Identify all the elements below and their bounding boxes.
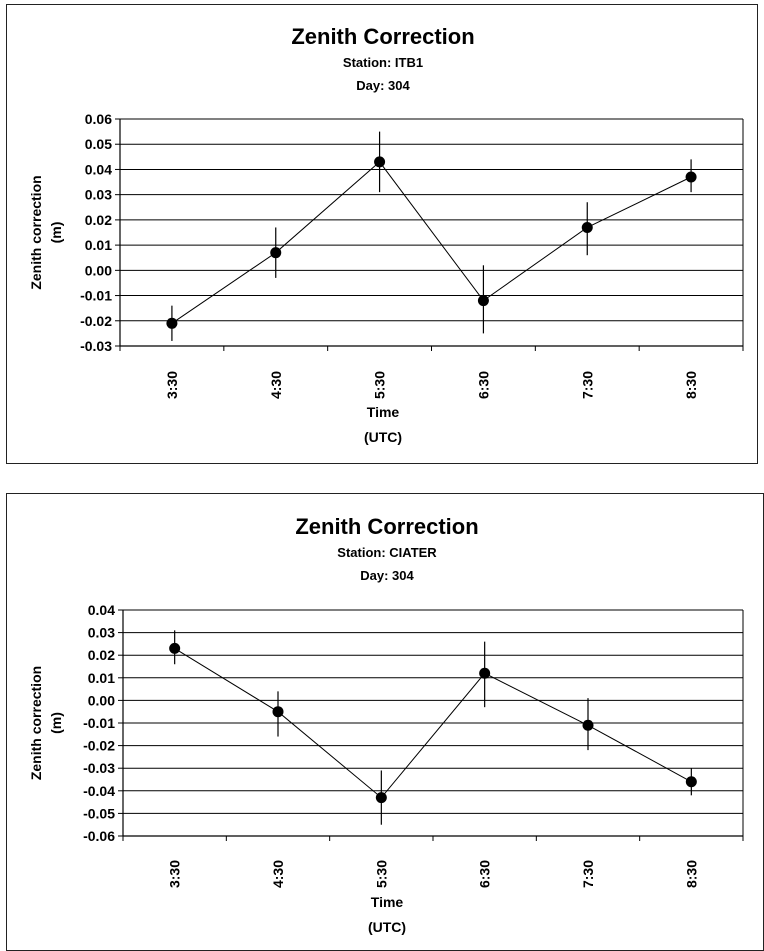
chart-title: Zenith Correction xyxy=(291,24,474,49)
y-axis-unit: (m) xyxy=(48,222,64,244)
x-axis-unit: (UTC) xyxy=(368,919,406,935)
y-tick-label: 0.06 xyxy=(85,111,112,127)
y-tick-label: -0.04 xyxy=(83,783,115,799)
chart-subtitle-day: Day: 304 xyxy=(360,568,414,583)
data-point xyxy=(166,317,178,329)
chart-title: Zenith Correction xyxy=(295,514,478,539)
chart-panel-ciater: Zenith Correction Station: CIATER Day: 304… xyxy=(6,493,764,951)
y-tick-label: 0.04 xyxy=(85,161,112,177)
chart-ciater: Zenith Correction Station: CIATER Day: 304… xyxy=(28,514,744,935)
data-point xyxy=(685,776,697,788)
y-tick-label: -0.01 xyxy=(83,715,115,731)
data-point xyxy=(374,156,386,168)
data-point xyxy=(375,792,387,804)
chart-itb1: Zenith Correction Station: ITB1 Day: 304 -0… xyxy=(28,24,744,445)
y-tick-label: 0.03 xyxy=(88,625,115,641)
y-tick-label: -0.06 xyxy=(83,828,115,844)
data-point xyxy=(270,247,282,259)
chart-subtitle-station: Station: CIATER xyxy=(337,545,437,560)
x-axis-unit: (UTC) xyxy=(364,429,402,445)
y-tick-label: -0.03 xyxy=(80,338,112,354)
y-tick-label: 0.00 xyxy=(88,692,115,708)
y-axis-title: Zenith correction xyxy=(28,175,44,289)
x-tick-label: 4:30 xyxy=(268,371,284,399)
x-tick-label: 4:30 xyxy=(270,860,286,888)
x-tick-label: 6:30 xyxy=(477,860,493,888)
y-tick-label: 0.01 xyxy=(85,237,112,253)
y-tick-label: -0.05 xyxy=(83,805,115,821)
y-tick-label: -0.03 xyxy=(83,760,115,776)
x-tick-label: 7:30 xyxy=(579,371,595,399)
series-line xyxy=(174,647,692,799)
y-tick-label: 0.02 xyxy=(88,647,115,663)
data-point xyxy=(685,171,697,183)
x-tick-label: 8:30 xyxy=(683,860,699,888)
y-axis-unit: (m) xyxy=(48,712,64,734)
data-point xyxy=(582,719,594,731)
x-tick-label: 3:30 xyxy=(167,860,183,888)
y-tick-label: 0.03 xyxy=(85,187,112,203)
x-tick-label: 5:30 xyxy=(373,860,389,888)
y-tick-label: -0.02 xyxy=(80,313,112,329)
data-point xyxy=(477,295,489,307)
data-point xyxy=(581,221,593,233)
x-tick-label: 7:30 xyxy=(580,860,596,888)
x-tick-label: 6:30 xyxy=(475,371,491,399)
y-tick-label: -0.02 xyxy=(83,738,115,754)
data-point xyxy=(479,667,491,679)
x-axis-title: Time xyxy=(371,894,404,910)
y-tick-label: 0.02 xyxy=(85,212,112,228)
x-axis-title: Time xyxy=(367,404,400,420)
y-tick-label: 0.05 xyxy=(85,136,112,152)
y-tick-label: -0.01 xyxy=(80,288,112,304)
x-tick-label: 3:30 xyxy=(164,371,180,399)
y-axis-title: Zenith correction xyxy=(28,666,44,780)
chart-subtitle-station: Station: ITB1 xyxy=(343,55,423,70)
series-line xyxy=(171,161,692,324)
x-tick-label: 5:30 xyxy=(372,371,388,399)
chart-panel-itb1: Zenith Correction Station: ITB1 Day: 304 -0… xyxy=(6,4,758,464)
x-tick-label: 8:30 xyxy=(683,371,699,399)
y-tick-label: 0.00 xyxy=(85,262,112,278)
chart-subtitle-day: Day: 304 xyxy=(356,78,410,93)
data-point xyxy=(272,706,284,718)
data-point xyxy=(169,642,181,654)
y-tick-label: 0.04 xyxy=(88,602,115,618)
y-tick-label: 0.01 xyxy=(88,670,115,686)
